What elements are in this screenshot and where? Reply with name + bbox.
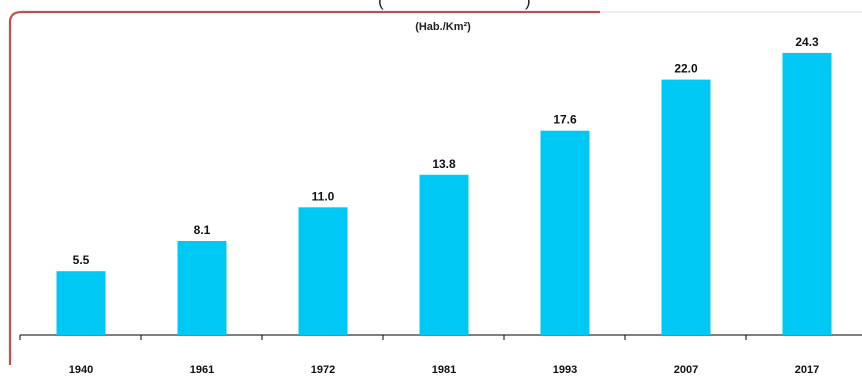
bar-2007 <box>661 79 711 335</box>
chart-subtitle: (Hab./Km²) <box>415 21 471 33</box>
data-label-1993: 17.6 <box>553 113 577 127</box>
bar-1993 <box>540 130 590 335</box>
cropped-title-close-paren: ) <box>525 0 531 10</box>
x-tick-label-2017: 2017 <box>795 364 819 374</box>
category-labels-group: 1940 1961 1972 1981 1993 2007 2017 <box>69 364 819 376</box>
data-label-2007: 22.0 <box>674 62 698 76</box>
data-labels-group: 5.5 8.1 11.0 13.8 17.6 22.0 24.3 <box>73 35 819 267</box>
data-label-1940: 5.5 <box>73 253 90 267</box>
x-tick-label-2007: 2007 <box>674 364 698 374</box>
x-tick-label-1940: 1940 <box>69 364 93 374</box>
data-label-2017: 24.3 <box>795 35 819 49</box>
bar-1961 <box>177 241 227 335</box>
bars-group <box>56 52 832 336</box>
chart-frame-accent <box>8 10 600 365</box>
bar-1981 <box>419 174 469 335</box>
x-tick-label-1993: 1993 <box>553 364 577 374</box>
data-label-1981: 13.8 <box>432 157 456 171</box>
x-ticks-group <box>19 335 747 340</box>
cropped-title-open-paren: ( <box>378 0 384 10</box>
x-tick-label-1981: 1981 <box>432 364 456 374</box>
x-tick-label-1972: 1972 <box>311 364 335 374</box>
data-label-1961: 8.1 <box>194 223 211 237</box>
bar-2017 <box>782 52 832 336</box>
bar-1972 <box>298 207 348 335</box>
x-tick-label-1961: 1961 <box>190 364 214 374</box>
bar-1940 <box>56 271 106 335</box>
data-label-1972: 11.0 <box>312 189 335 203</box>
